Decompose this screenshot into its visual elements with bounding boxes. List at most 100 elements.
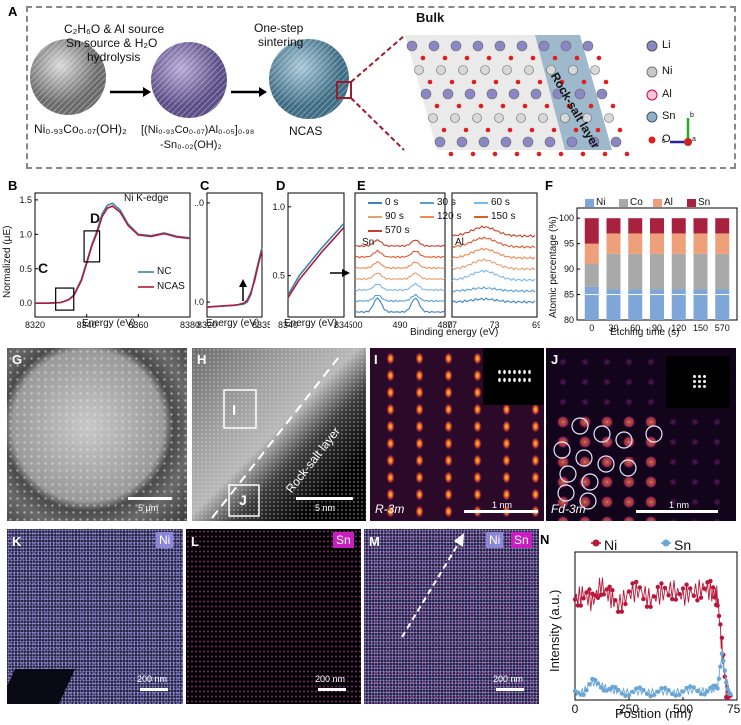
oxygen-atom — [580, 151, 586, 157]
atom — [566, 136, 578, 148]
panel-i-scalebar — [464, 510, 538, 513]
highlight-circle — [579, 492, 597, 510]
atom — [502, 65, 512, 75]
highlight-circle — [559, 465, 577, 483]
panel-j-scale: 1 nm — [669, 500, 690, 510]
panel-h-haadf — [192, 348, 366, 521]
bar-co-150 — [693, 253, 708, 290]
fft-inset-j — [666, 356, 730, 408]
oxygen-atom — [536, 151, 542, 157]
series-sn-point — [688, 684, 693, 689]
bar-al-90 — [650, 233, 664, 254]
series-ni-point — [626, 589, 632, 594]
panel-h-box-j-label: J — [239, 492, 247, 508]
panel-j-phase: Fd-3m — [551, 502, 586, 516]
series-ncas-line — [287, 226, 345, 299]
panel-c-label: C — [200, 178, 210, 193]
step1-text-2: Sn source & H₂O — [66, 36, 158, 50]
oxygen-atom — [558, 151, 564, 157]
al-frame — [451, 192, 538, 318]
series-ni-point — [584, 590, 589, 595]
arrow-d-head — [342, 269, 350, 277]
oxygen-atom — [574, 55, 580, 61]
oxygen-atom — [596, 55, 602, 61]
y-tick-label: 85 — [564, 290, 574, 300]
panel-a-schematic — [30, 35, 692, 157]
oxygen-atom — [522, 103, 528, 109]
oxygen-atom — [624, 151, 630, 157]
series-ni-point — [613, 598, 618, 603]
series-sn-point — [652, 692, 657, 698]
legend-sn: Sn — [662, 110, 676, 122]
series-sn-point — [684, 685, 689, 691]
panel-d-xlabel: Energy (eV) — [284, 318, 338, 329]
panel-j-circles — [553, 417, 663, 510]
atom — [538, 113, 548, 123]
series-sn-point — [584, 688, 589, 693]
series-sn-point — [721, 658, 726, 663]
bar-co-570 — [715, 253, 730, 290]
series-ni-point — [644, 604, 650, 609]
panel-e-legend-1: 30 s — [437, 197, 456, 208]
series-sn-point — [595, 681, 601, 686]
series-ni-point — [634, 579, 639, 585]
series-ni-point — [698, 595, 704, 600]
bar-ni-90 — [650, 289, 664, 320]
panel-n-ylabel: Intensity (a.u.) — [547, 589, 562, 672]
y-tick-label: 100 — [559, 213, 574, 223]
plot-frame — [34, 192, 191, 318]
series-ni-point — [712, 595, 717, 600]
al-tick-label: 77 — [447, 320, 457, 330]
atom — [442, 88, 454, 100]
series-ni-point — [648, 604, 653, 609]
series-ni-point — [630, 581, 635, 586]
atom — [472, 40, 484, 52]
oxygen-atom — [603, 79, 609, 85]
panel-e-legend-4: 120 s — [437, 211, 462, 222]
sphere2-caption-1: [(Ni₀.₉₃Co₀.₀₇)Al₀.₀₅]₀.₉₈ — [141, 124, 255, 136]
panel-b-legend-nc: NC — [157, 266, 172, 277]
panel-e-legend-2: 60 s — [491, 197, 510, 208]
highlight-circle — [619, 459, 637, 477]
oxygen-atom — [530, 55, 536, 61]
x-tick-label: 8340 — [278, 320, 298, 330]
series-ni-point — [659, 581, 664, 586]
legend-swatch-al — [653, 199, 662, 207]
panel-i-image — [370, 348, 544, 521]
atom — [458, 65, 468, 75]
y-tick-label: 0.5 — [272, 271, 285, 281]
ni-sn-dots — [364, 529, 539, 704]
atom — [500, 136, 512, 148]
atom — [494, 113, 504, 123]
x-tick-label: 250 — [619, 702, 639, 716]
series-sn-point — [634, 686, 639, 691]
step2-text-2: sintering — [258, 35, 304, 49]
al-spectrum-570-s — [451, 225, 536, 238]
panel-a-frame — [26, 6, 736, 169]
oxygen-atom — [486, 55, 492, 61]
oxygen-atom — [492, 151, 498, 157]
plot-frame — [574, 551, 738, 701]
panel-h-overlay — [211, 352, 343, 519]
sn-frame — [354, 192, 446, 318]
panel-l-scale: 200 nm — [315, 674, 346, 684]
panel-f-legend-co: Co — [630, 197, 643, 208]
legend-sn-marker — [662, 539, 670, 547]
box-j — [228, 484, 260, 517]
bar-co-60 — [628, 253, 643, 290]
panel-e-legend-5: 150 s — [491, 211, 516, 222]
series-ni-point — [610, 588, 615, 593]
sn-tick-label: 500 — [350, 320, 363, 330]
oxygen-atom — [617, 127, 623, 133]
series-ni-point — [604, 587, 609, 592]
panel-m-map — [364, 529, 539, 704]
panel-h-scale: 5 nm — [315, 503, 336, 513]
series-sn-point — [630, 689, 635, 694]
series-ni-point — [581, 596, 586, 601]
oxygen-atom — [470, 151, 476, 157]
panel-i-label: I — [374, 352, 378, 367]
series-ni-point — [619, 609, 624, 614]
bar-co-30 — [606, 253, 621, 290]
oxygen-atom — [441, 127, 447, 133]
oxygen-atom — [448, 151, 454, 157]
